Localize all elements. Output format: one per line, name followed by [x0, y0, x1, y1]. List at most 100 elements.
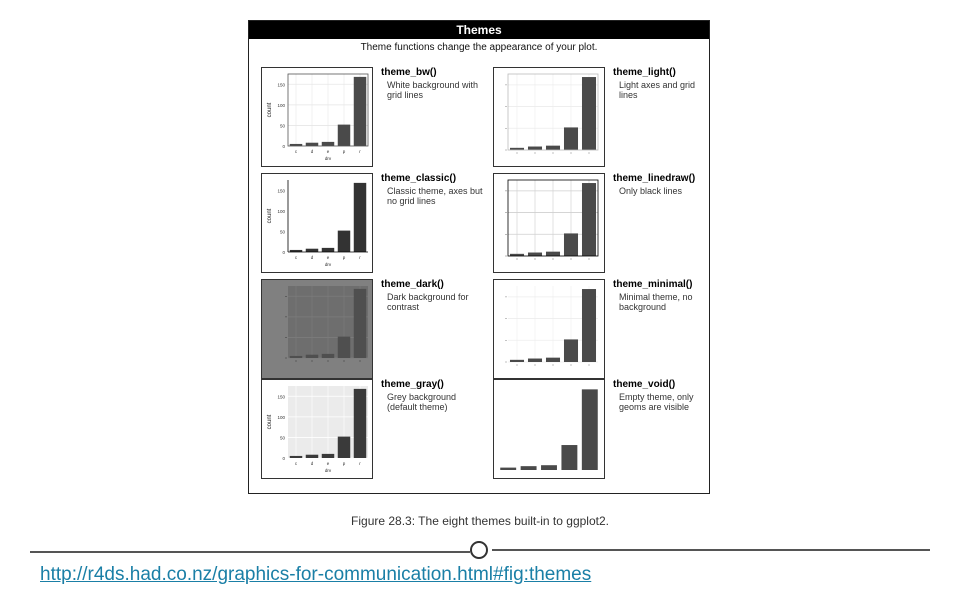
source-link[interactable]: http://r4ds.had.co.nz/graphics-for-commu… [40, 564, 592, 585]
bar-c [289, 455, 303, 458]
panel-border [507, 73, 599, 151]
themes-figure: Themes Theme functions change the appear… [248, 20, 710, 494]
bar-e [545, 251, 561, 256]
y-tick-label: 50 [280, 229, 286, 234]
theme-description: Classic theme, axes but no grid lines [387, 186, 483, 206]
bar-r [353, 388, 367, 458]
x-tick-label: r [359, 461, 361, 466]
bar-r [353, 182, 367, 252]
x-tick-label: d [311, 149, 314, 154]
theme-cell-void: theme_void() Empty theme, only geoms are… [493, 379, 713, 479]
y-tick-label: 150 [277, 394, 285, 399]
theme-description: Light axes and grid lines [619, 80, 696, 100]
bar-e [541, 465, 557, 470]
y-axis-label: count [267, 102, 273, 117]
bar-r [581, 389, 598, 470]
x-axis-label: drv [325, 468, 332, 473]
y-tick-label: 100 [277, 415, 285, 420]
bar-c [289, 355, 303, 358]
bar-p [337, 230, 351, 252]
bar-e [321, 353, 335, 358]
bar-c [289, 143, 303, 146]
y-tick-label: 150 [277, 188, 285, 193]
theme-description: White background with grid lines [387, 80, 479, 100]
x-tick-label: p [343, 255, 346, 260]
bar-c [509, 253, 525, 256]
theme-bw-thumbnail: 0 50 100 150 c d e p r count drv [261, 67, 373, 167]
x-axis-label: drv [325, 262, 332, 267]
bar-e [321, 453, 335, 458]
bar-c [509, 359, 525, 362]
y-tick-label: 50 [280, 123, 286, 128]
theme-minimal-thumbnail [493, 279, 605, 379]
divider-line-left [30, 551, 470, 553]
bar-r [581, 183, 597, 256]
divider-line-right [492, 549, 930, 551]
theme-name: theme_bw() [381, 67, 437, 78]
bar-d [305, 354, 319, 358]
bar-r [581, 289, 597, 362]
theme-cell-linedraw: theme_linedraw() Only black lines [493, 173, 713, 273]
bar-d [305, 142, 319, 146]
theme-cell-bw: 0 50 100 150 c d e p r count drv theme_bw() White … [261, 67, 481, 167]
bar-p [561, 445, 578, 470]
x-tick-label: e [327, 255, 330, 260]
x-tick-label: r [359, 149, 361, 154]
y-tick-label: 100 [277, 209, 285, 214]
x-axis-label: drv [325, 156, 332, 161]
panel-border [507, 179, 599, 257]
theme-name: theme_void() [613, 379, 676, 390]
theme-light-thumbnail [493, 67, 605, 167]
y-tick-label: 150 [277, 82, 285, 87]
bar-p [563, 233, 579, 256]
theme-name: theme_classic() [381, 173, 457, 184]
y-tick-label: 50 [280, 435, 286, 440]
theme-description: Minimal theme, no background [619, 292, 693, 312]
theme-name: theme_linedraw() [613, 173, 696, 184]
x-tick-label: p [343, 461, 346, 466]
theme-name: theme_light() [613, 67, 676, 78]
bar-p [337, 124, 351, 146]
x-tick-label: c [295, 461, 298, 466]
x-tick-label: d [311, 255, 314, 260]
bar-e [545, 145, 561, 150]
x-tick-label: r [359, 255, 361, 260]
divider-circle-icon [470, 541, 488, 559]
bar-p [563, 339, 579, 362]
theme-void-thumbnail [493, 379, 605, 479]
bar-r [353, 288, 367, 358]
bar-r [353, 76, 367, 146]
theme-cell-dark: theme_dark() Dark background for contras… [261, 279, 481, 379]
theme-gray-thumbnail: 0 50 100 150 c d e p r count drv [261, 379, 373, 479]
bar-d [527, 252, 543, 256]
theme-description: Grey background (default theme) [387, 392, 457, 412]
theme-linedraw-thumbnail [493, 173, 605, 273]
panel-title: Themes [249, 21, 709, 39]
bar-c [509, 147, 525, 150]
x-tick-label: e [327, 149, 330, 154]
x-tick-label: p [343, 149, 346, 154]
y-axis-label: count [267, 208, 273, 223]
panel-subtitle: Theme functions change the appearance of… [360, 42, 598, 53]
theme-cell-minimal: theme_minimal() Minimal theme, no backgr… [493, 279, 713, 379]
theme-cell-light: theme_light() Light axes and grid lines [493, 67, 713, 167]
theme-description: Dark background for contrast [387, 292, 469, 312]
theme-description: Empty theme, only geoms are visible [619, 392, 694, 412]
bar-p [563, 127, 579, 150]
bar-r [581, 77, 597, 150]
theme-cell-classic: 0 50 100 150 c d e p r count drv theme_classic() C… [261, 173, 483, 273]
bar-p [337, 436, 351, 458]
bar-c [289, 249, 303, 252]
panel-border [287, 73, 369, 147]
x-tick-label: c [295, 149, 298, 154]
theme-name: theme_gray() [381, 379, 444, 390]
theme-dark-thumbnail [261, 279, 373, 379]
theme-name: theme_dark() [381, 279, 444, 290]
bar-d [527, 146, 543, 150]
bar-e [545, 357, 561, 362]
bar-d [305, 248, 319, 252]
bar-p [337, 336, 351, 358]
bar-d [527, 358, 543, 362]
x-tick-label: c [295, 255, 298, 260]
y-tick-label: 100 [277, 103, 285, 108]
